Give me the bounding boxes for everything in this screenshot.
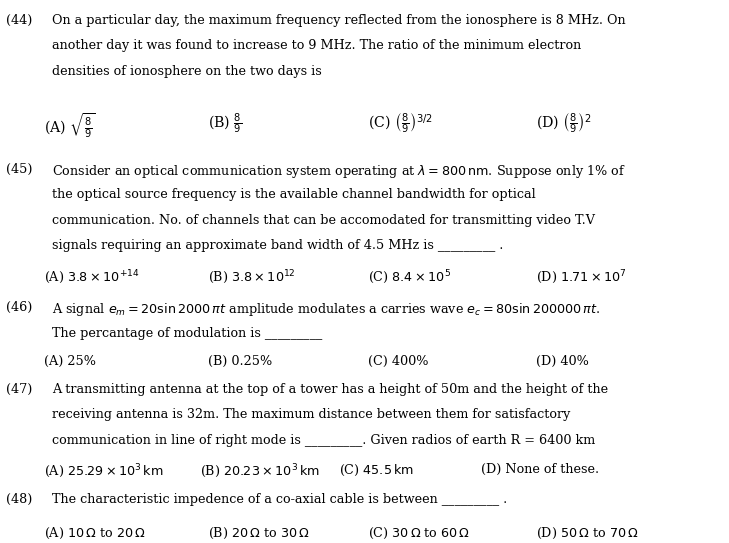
Text: (47): (47) [6, 383, 32, 396]
Text: A transmitting antenna at the top of a tower has a height of 50m and the height : A transmitting antenna at the top of a t… [52, 383, 609, 396]
Text: communication. No. of channels that can be accomodated for transmitting video T.: communication. No. of channels that can … [52, 214, 596, 227]
Text: (B) $\frac{8}{9}$: (B) $\frac{8}{9}$ [208, 111, 242, 136]
Text: (B) 0.25%: (B) 0.25% [208, 355, 272, 368]
Text: (45): (45) [6, 163, 32, 176]
Text: signals requiring an approximate band width of 4.5 MHz is _________ .: signals requiring an approximate band wi… [52, 239, 504, 252]
Text: (C) 400%: (C) 400% [368, 355, 429, 368]
Text: (C) $30\,\Omega$ to $60\,\Omega$: (C) $30\,\Omega$ to $60\,\Omega$ [368, 526, 470, 541]
Text: Consider an optical communication system operating at $\lambda=800\,\mathrm{nm}$: Consider an optical communication system… [52, 163, 626, 180]
Text: the optical source frequency is the available channel bandwidth for optical: the optical source frequency is the avai… [52, 188, 537, 201]
Text: (D) 40%: (D) 40% [536, 355, 589, 368]
Text: (B) $20\,\Omega$ to $30\,\Omega$: (B) $20\,\Omega$ to $30\,\Omega$ [208, 526, 310, 541]
Text: (B) $3.8\times10^{12}$: (B) $3.8\times10^{12}$ [208, 268, 295, 286]
Text: (D) $1.71\times10^{7}$: (D) $1.71\times10^{7}$ [536, 268, 626, 286]
Text: (D) $\left(\frac{8}{9}\right)^{2}$: (D) $\left(\frac{8}{9}\right)^{2}$ [536, 111, 592, 135]
Text: (A) $\sqrt{\frac{8}{9}}$: (A) $\sqrt{\frac{8}{9}}$ [44, 111, 95, 140]
Text: (D) None of these.: (D) None of these. [481, 463, 599, 476]
Text: communication in line of right mode is _________. Given radios of earth R = 6400: communication in line of right mode is _… [52, 434, 596, 447]
Text: another day it was found to increase to 9 MHz. The ratio of the minimum electron: another day it was found to increase to … [52, 39, 582, 52]
Text: (C) $\left(\frac{8}{9}\right)^{3/2}$: (C) $\left(\frac{8}{9}\right)^{3/2}$ [368, 111, 433, 135]
Text: (D) $50\,\Omega$ to $70\,\Omega$: (D) $50\,\Omega$ to $70\,\Omega$ [536, 526, 639, 541]
Text: On a particular day, the maximum frequency reflected from the ionosphere is 8 MH: On a particular day, the maximum frequen… [52, 14, 626, 27]
Text: (44): (44) [6, 14, 32, 27]
Text: (A) $3.8\times10^{+14}$: (A) $3.8\times10^{+14}$ [44, 268, 139, 286]
Text: (B) $20.23\times10^{3}\,\mathrm{km}$: (B) $20.23\times10^{3}\,\mathrm{km}$ [200, 463, 321, 481]
Text: (48): (48) [6, 493, 32, 506]
Text: A signal $e_m = 20\sin 2000\,\pi t$ amplitude modulates a carries wave $e_c = 80: A signal $e_m = 20\sin 2000\,\pi t$ ampl… [52, 301, 601, 318]
Text: (C) $45.5\,\mathrm{km}$: (C) $45.5\,\mathrm{km}$ [339, 463, 414, 478]
Text: receiving antenna is 32m. The maximum distance between them for satisfactory: receiving antenna is 32m. The maximum di… [52, 408, 571, 421]
Text: (A) 25%: (A) 25% [44, 355, 95, 368]
Text: The percantage of modulation is _________: The percantage of modulation is ________… [52, 327, 323, 340]
Text: (46): (46) [6, 301, 32, 314]
Text: (C) $8.4\times10^{5}$: (C) $8.4\times10^{5}$ [368, 268, 451, 286]
Text: densities of ionosphere on the two days is: densities of ionosphere on the two days … [52, 65, 322, 78]
Text: The characteristic impedence of a co-axial cable is between _________ .: The characteristic impedence of a co-axi… [52, 493, 507, 506]
Text: (A) $25.29\times10^{3}\,\mathrm{km}$: (A) $25.29\times10^{3}\,\mathrm{km}$ [44, 463, 163, 481]
Text: (A) $10\,\Omega$ to $20\,\Omega$: (A) $10\,\Omega$ to $20\,\Omega$ [44, 526, 145, 541]
